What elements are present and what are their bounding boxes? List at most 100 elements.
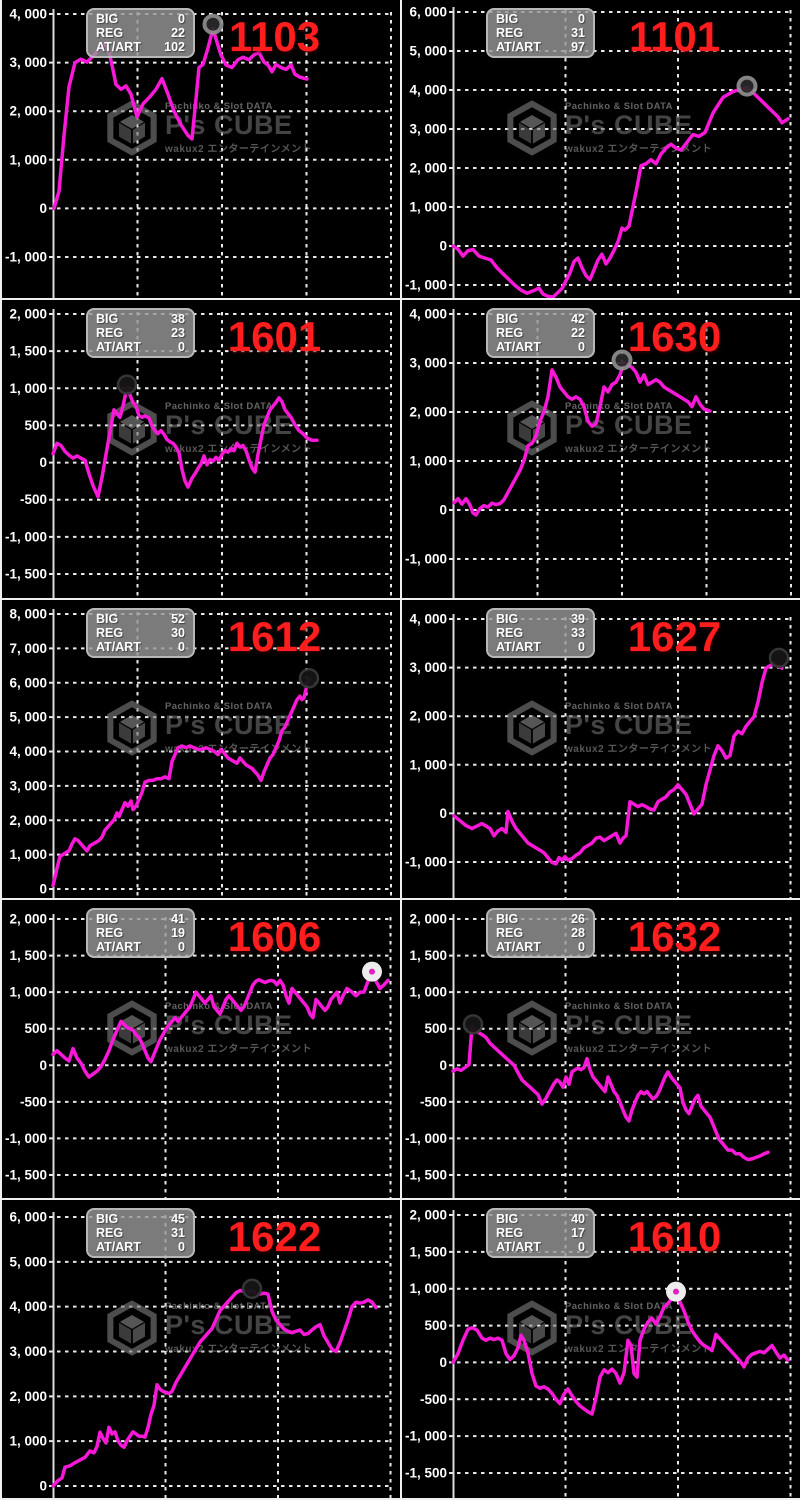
y-tick-label: 3, 000 <box>409 660 447 675</box>
legend-value-atart: 0 <box>578 939 585 954</box>
watermark-title: P's CUBE <box>165 1310 293 1340</box>
chart-panel-1610: 2, 000 1, 500 1, 000 500 0 -500 -1, 000 -1, 500… <box>400 1200 800 1500</box>
watermark-title: P's CUBE <box>165 1010 293 1040</box>
watermark-title: P's CUBE <box>565 410 693 440</box>
y-tick-label: 6, 000 <box>9 1210 47 1225</box>
legend-box: BIG 0 REG 22 AT/ART 102 <box>86 8 195 58</box>
legend-value-big: 39 <box>571 612 585 626</box>
legend-label-big: BIG <box>496 1212 519 1226</box>
legend-label-atart: AT/ART <box>496 339 541 354</box>
machine-number: 1632 <box>627 913 722 960</box>
legend-label-reg: REG <box>96 1225 124 1240</box>
y-tick-label: -500 <box>420 1392 447 1407</box>
ps-cube-logo-icon <box>107 100 157 156</box>
peak-marker <box>462 1014 484 1035</box>
legend-row-atart: AT/ART 0 <box>96 639 185 655</box>
ps-cube-logo-icon <box>507 1000 557 1056</box>
watermark-text: Pachinko & Slot DATA P's CUBE wakux2 エンタ… <box>565 1001 712 1055</box>
watermark-title: P's CUBE <box>165 110 293 140</box>
y-tick-label: 0 <box>39 455 47 470</box>
y-tick-label: 2, 000 <box>9 813 47 828</box>
y-tick-label: 1, 000 <box>409 200 447 215</box>
peak-marker <box>362 961 382 982</box>
legend-row-atart: AT/ART 0 <box>496 640 585 655</box>
watermark-title: P's CUBE <box>565 1310 693 1340</box>
watermark-text: Pachinko & Slot DATA P's CUBE wakux2 エンタ… <box>565 1301 712 1355</box>
legend-row-big: BIG 40 <box>496 1212 585 1227</box>
ps-cube-logo-icon <box>107 1300 157 1356</box>
y-tick-label: 0 <box>439 239 447 254</box>
legend-value-big: 42 <box>571 312 585 326</box>
watermark-tagline: wakux2 エンターテインメント <box>165 444 313 455</box>
y-tick-label: -1, 500 <box>405 1466 447 1481</box>
legend-row-atart: AT/ART 102 <box>96 39 185 55</box>
legend-row-big: BIG 41 <box>96 912 185 927</box>
legend-value-reg: 28 <box>571 925 585 940</box>
legend-label-reg: REG <box>96 925 124 940</box>
y-tick-label: -1, 500 <box>5 1168 47 1183</box>
y-tick-label: 500 <box>24 418 47 433</box>
legend-row-atart: AT/ART 0 <box>496 339 585 355</box>
y-tick-label: 1, 500 <box>409 1244 447 1259</box>
y-tick-label: -1, 000 <box>405 552 447 567</box>
y-tick-label: 2, 000 <box>409 1208 447 1223</box>
legend-value-big: 41 <box>171 912 185 926</box>
watermark-text: Pachinko & Slot DATA P's CUBE wakux2 エンタ… <box>165 101 312 155</box>
y-tick-label: 0 <box>439 1058 447 1073</box>
legend-row-reg: REG 22 <box>96 25 185 41</box>
y-tick-label: 7, 000 <box>9 641 47 656</box>
legend-label-big: BIG <box>496 612 519 626</box>
legend-label-atart: AT/ART <box>96 39 141 54</box>
legend-label-reg: REG <box>496 925 524 940</box>
y-tick-label: 4, 000 <box>409 307 447 322</box>
y-tick-label: 0 <box>39 201 47 216</box>
y-tick-label: 2, 000 <box>409 912 447 927</box>
legend-label-reg: REG <box>96 25 124 40</box>
y-tick-label: 1, 500 <box>9 344 47 359</box>
watermark: Pachinko & Slot DATA P's CUBE wakux2 エンタ… <box>506 400 712 456</box>
legend-value-atart: 0 <box>178 1239 185 1254</box>
legend-value-reg: 17 <box>571 1225 585 1240</box>
legend-label-big: BIG <box>96 312 119 326</box>
y-tick-label: -1, 000 <box>5 529 47 544</box>
y-tick-label: 1, 000 <box>9 152 47 167</box>
legend-value-reg: 30 <box>171 625 185 640</box>
y-tick-label: -500 <box>20 1094 47 1109</box>
y-tick-label: 2, 000 <box>409 161 447 176</box>
y-tick-label: 5, 000 <box>9 710 47 725</box>
legend-row-big: BIG 0 <box>496 12 585 27</box>
legend-value-atart: 0 <box>578 339 585 354</box>
y-tick-label: 1, 000 <box>9 847 47 862</box>
legend-box: BIG 40 REG 17 AT/ART 0 <box>486 1208 595 1258</box>
watermark-text: Pachinko & Slot DATA P's CUBE wakux2 エンタ… <box>565 701 712 755</box>
legend-row-reg: REG 19 <box>96 925 185 941</box>
legend-label-atart: AT/ART <box>496 1239 541 1254</box>
watermark-tagline: wakux2 エンターテインメント <box>565 744 713 755</box>
legend-row-big: BIG 39 <box>496 612 585 627</box>
legend-value-reg: 22 <box>571 325 585 340</box>
watermark-subtitle: Pachinko & Slot DATA <box>565 1001 673 1012</box>
y-tick-label: -1, 000 <box>405 1131 447 1146</box>
legend-value-big: 38 <box>171 312 185 326</box>
chart-panel-1622: 6, 000 5, 000 4, 000 3, 000 2, 000 1, 000 0 Pa… <box>0 1200 400 1500</box>
watermark-title: P's CUBE <box>565 710 693 740</box>
y-tick-label: 3, 000 <box>409 122 447 137</box>
legend-label-big: BIG <box>96 12 119 26</box>
legend-row-reg: REG 33 <box>496 626 585 641</box>
legend-row-atart: AT/ART 0 <box>496 1239 585 1255</box>
legend-value-atart: 0 <box>178 939 185 954</box>
chart-panel-1632: 2, 000 1, 500 1, 000 500 0 -500 -1, 000 -1, 500… <box>400 900 800 1200</box>
y-tick-label: -1, 500 <box>405 1168 447 1183</box>
watermark-tagline: wakux2 エンターテインメント <box>165 1044 313 1055</box>
chart-panel-1627: 4, 000 3, 000 2, 000 1, 000 0 -1, 000 Pachink… <box>400 600 800 900</box>
chart-panel-1630: 4, 000 3, 000 2, 000 1, 000 0 -1, 000 Pachink… <box>400 300 800 600</box>
legend-value-reg: 23 <box>171 325 185 340</box>
legend-label-atart: AT/ART <box>96 639 141 654</box>
y-tick-label: 1, 000 <box>409 454 447 469</box>
legend-value-atart: 0 <box>178 639 185 654</box>
legend-value-big: 45 <box>171 1212 185 1226</box>
legend-value-atart: 97 <box>571 39 585 54</box>
profit-line <box>452 661 784 866</box>
watermark-tagline: wakux2 エンターテインメント <box>565 444 713 455</box>
watermark-tagline: wakux2 エンターテインメント <box>165 1344 313 1355</box>
